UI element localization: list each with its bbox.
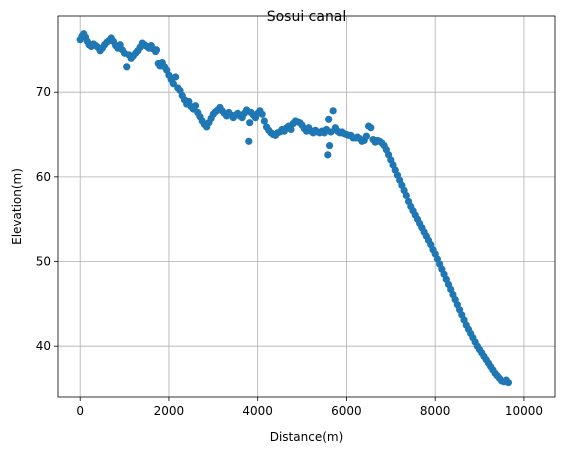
data-point bbox=[245, 137, 253, 145]
y-tick-label: 70 bbox=[36, 85, 51, 99]
grid-lines bbox=[58, 16, 555, 397]
y-axis-title: Elevation(m) bbox=[10, 168, 24, 245]
data-point bbox=[329, 107, 337, 115]
data-point bbox=[362, 132, 371, 140]
x-tick-label: 6000 bbox=[331, 404, 362, 418]
axis-ticks: 0 2000 4000 6000 8000 10000 40 50 60 70 bbox=[36, 85, 543, 418]
data-point bbox=[258, 110, 266, 118]
data-point bbox=[504, 379, 513, 387]
data-point bbox=[325, 115, 333, 123]
data-point bbox=[367, 124, 375, 132]
data-point bbox=[152, 46, 161, 54]
data-point bbox=[246, 119, 254, 127]
x-tick-label: 4000 bbox=[242, 404, 273, 418]
y-tick-label: 60 bbox=[36, 170, 51, 184]
data-point bbox=[287, 125, 295, 134]
data-point bbox=[191, 102, 200, 110]
chart-title: Sosui canal bbox=[267, 9, 347, 25]
data-point bbox=[324, 151, 332, 159]
data-point bbox=[402, 191, 410, 200]
x-axis-title: Distance(m) bbox=[270, 430, 344, 444]
data-point bbox=[171, 73, 180, 81]
y-tick-label: 40 bbox=[36, 339, 51, 353]
data-point bbox=[325, 141, 334, 150]
x-tick-label: 8000 bbox=[420, 404, 451, 418]
plot-frame bbox=[57, 15, 556, 398]
x-tick-label: 2000 bbox=[154, 404, 185, 418]
data-point bbox=[123, 63, 131, 71]
y-tick-label: 50 bbox=[36, 255, 51, 269]
x-tick-label: 0 bbox=[76, 404, 84, 418]
data-points bbox=[76, 30, 513, 387]
data-point bbox=[260, 117, 268, 125]
x-tick-label: 10000 bbox=[505, 404, 543, 418]
